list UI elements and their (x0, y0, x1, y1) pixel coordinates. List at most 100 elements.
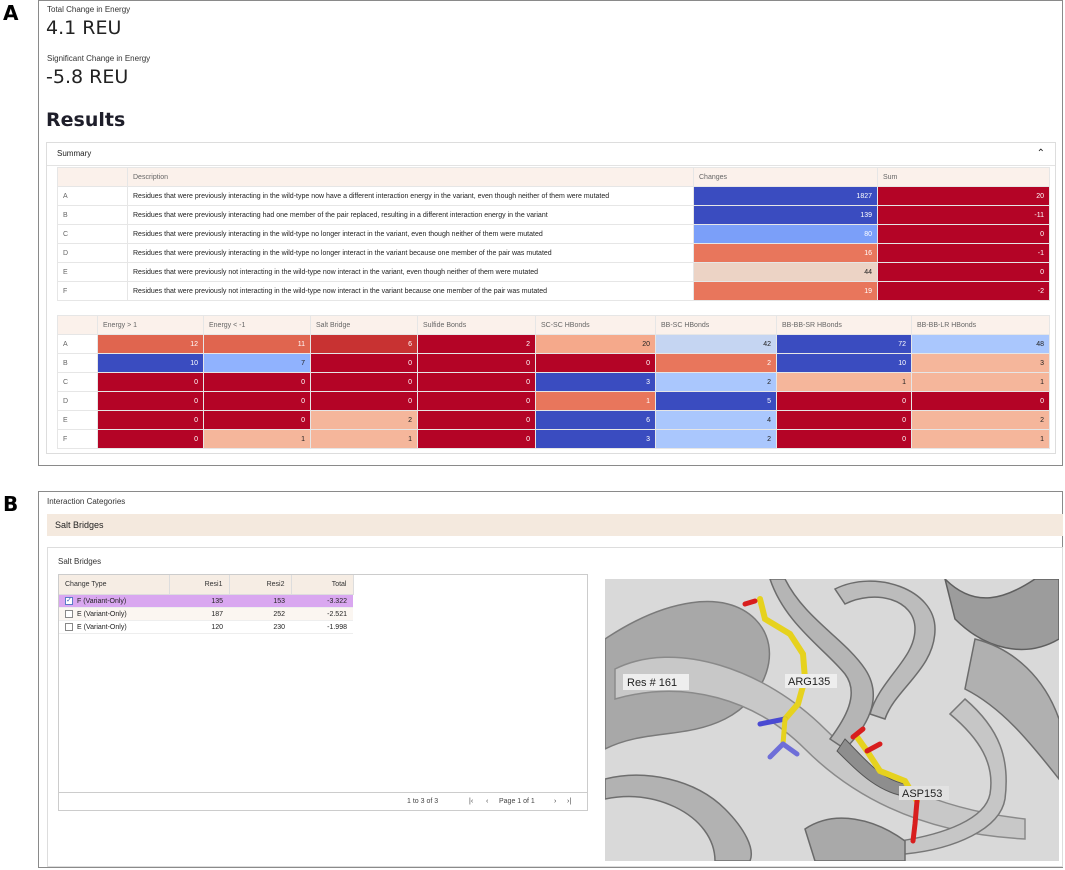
changes-cell: 80 (693, 224, 878, 244)
breakdown-cell: 0 (203, 372, 311, 392)
resi2-cell: 153 (229, 594, 291, 608)
first-page-icon[interactable]: |‹ (469, 798, 474, 805)
row-checkbox[interactable] (65, 623, 73, 631)
summary-table: Description Changes Sum A Residues that wer… (57, 167, 1050, 301)
panel-letter-b: B (3, 492, 19, 516)
row-description: Residues that were previously interactin… (127, 224, 694, 244)
breakdown-cell: 10 (97, 353, 204, 373)
change-type-cell: ✓ F (Variant-Only) (59, 594, 169, 608)
breakdown-cell: 3 (535, 429, 656, 449)
grid-col-header[interactable]: Change Type (59, 575, 170, 595)
breakdown-cell: 0 (417, 372, 536, 392)
resi2-cell: 230 (229, 620, 291, 634)
row-id: D (57, 391, 98, 411)
breakdown-col-header[interactable]: Salt Bridge (310, 315, 418, 335)
label-asp153: ASP153 (902, 788, 942, 800)
breakdown-cell: 0 (203, 391, 311, 411)
breakdown-cell: 2 (911, 410, 1050, 430)
chevron-up-icon[interactable]: ⌃ (1036, 148, 1045, 159)
row-checkbox[interactable]: ✓ (65, 597, 73, 605)
row-description: Residues that were previously interactin… (127, 243, 694, 263)
breakdown-row: A 12 11 6 2 20 42 72 48 (57, 334, 1050, 354)
breakdown-col-header[interactable] (57, 315, 98, 335)
pager-page: Page 1 of 1 (499, 798, 535, 805)
change-type-label: E (Variant-Only) (77, 623, 127, 631)
breakdown-cell: 0 (97, 372, 204, 392)
summary-accordion: Summary ⌃ Description Changes Sum A Residue… (46, 142, 1056, 454)
grid-col-header[interactable]: Resi1 (169, 575, 230, 595)
breakdown-cell: 11 (203, 334, 311, 354)
breakdown-row: B 10 7 0 0 0 2 10 3 (57, 353, 1050, 373)
breakdown-col-header[interactable]: SC-SC HBonds (535, 315, 656, 335)
change-type-label: F (Variant-Only) (77, 597, 127, 605)
summary-col-header[interactable]: Description (127, 167, 694, 187)
interaction-categories-title: Interaction Categories (47, 497, 126, 506)
breakdown-cell: 1 (310, 429, 418, 449)
row-id: B (57, 205, 128, 225)
breakdown-cell: 0 (911, 391, 1050, 411)
row-description: Residues that were previously interactin… (127, 205, 694, 225)
breakdown-cell: 2 (655, 372, 777, 392)
grid-pager: 1 to 3 of 3 |‹ ‹ Page 1 of 1 › ›| (59, 792, 587, 810)
changes-cell: 19 (693, 281, 878, 301)
change-type-cell: E (Variant-Only) (59, 620, 169, 634)
breakdown-cell: 1 (535, 391, 656, 411)
label-res-161: Res # 161 (627, 677, 677, 689)
grid-row[interactable]: ✓ F (Variant-Only) 135 153 -3.322 (59, 594, 353, 608)
row-description: Residues that were previously not intera… (127, 262, 694, 282)
last-page-icon[interactable]: ›| (567, 798, 572, 805)
breakdown-cell: 20 (535, 334, 656, 354)
grid-col-header[interactable]: Total (291, 575, 354, 595)
summary-row: E Residues that were previously not inter… (57, 262, 1050, 282)
total-cell: -2.521 (291, 607, 353, 621)
changes-cell: 1827 (693, 186, 878, 206)
breakdown-col-header[interactable]: BB-SC HBonds (655, 315, 777, 335)
breakdown-cell: 0 (535, 353, 656, 373)
summary-col-header[interactable]: Changes (693, 167, 878, 187)
summary-label: Summary (57, 149, 92, 158)
row-description: Residues that were previously not intera… (127, 281, 694, 301)
summary-row: A Residues that were previously interacti… (57, 186, 1050, 206)
molecule-viewer[interactable]: Res # 161 ARG135 ASP153 (605, 579, 1059, 861)
sum-cell: 0 (877, 224, 1050, 244)
summary-col-header[interactable]: Sum (877, 167, 1050, 187)
breakdown-cell: 1 (203, 429, 311, 449)
next-page-icon[interactable]: › (554, 798, 557, 805)
breakdown-col-header[interactable]: Energy < -1 (203, 315, 311, 335)
results-panel: Total Change in Energy 4.1 REU Significa… (38, 0, 1063, 466)
breakdown-cell: 10 (776, 353, 912, 373)
grid-col-header[interactable]: Resi2 (229, 575, 292, 595)
breakdown-cell: 0 (97, 429, 204, 449)
breakdown-col-header[interactable]: BB-BB-SR HBonds (776, 315, 912, 335)
row-id: F (57, 281, 128, 301)
breakdown-cell: 0 (776, 429, 912, 449)
breakdown-cell: 72 (776, 334, 912, 354)
breakdown-cell: 3 (535, 372, 656, 392)
row-id: F (57, 429, 98, 449)
summary-col-header[interactable] (57, 167, 128, 187)
summary-row: C Residues that were previously interacti… (57, 224, 1050, 244)
total-cell: -1.998 (291, 620, 353, 634)
significant-change-label: Significant Change in Energy (47, 54, 151, 63)
resi1-cell: 120 (169, 620, 229, 634)
breakdown-cell: 7 (203, 353, 311, 373)
grid-row[interactable]: E (Variant-Only) 187 252 -2.521 (59, 607, 353, 621)
changes-cell: 16 (693, 243, 878, 263)
breakdown-cell: 2 (655, 353, 777, 373)
row-id: E (57, 410, 98, 430)
row-checkbox[interactable] (65, 610, 73, 618)
salt-bridges-tab[interactable]: Salt Bridges (47, 514, 1063, 536)
summary-header[interactable]: Summary ⌃ (47, 143, 1055, 166)
grid-row[interactable]: E (Variant-Only) 120 230 -1.998 (59, 620, 353, 634)
significant-change-value: -5.8 REU (46, 66, 129, 88)
breakdown-col-header[interactable]: BB-BB-LR HBonds (911, 315, 1050, 335)
breakdown-col-header[interactable]: Energy > 1 (97, 315, 204, 335)
resi1-cell: 187 (169, 607, 229, 621)
interaction-panel: Interaction Categories Salt Bridges Salt… (38, 491, 1063, 868)
prev-page-icon[interactable]: ‹ (486, 798, 489, 805)
breakdown-cell: 4 (655, 410, 777, 430)
summary-row: B Residues that were previously interacti… (57, 205, 1050, 225)
salt-bridges-subtitle: Salt Bridges (58, 557, 102, 566)
breakdown-col-header[interactable]: Sulfide Bonds (417, 315, 536, 335)
